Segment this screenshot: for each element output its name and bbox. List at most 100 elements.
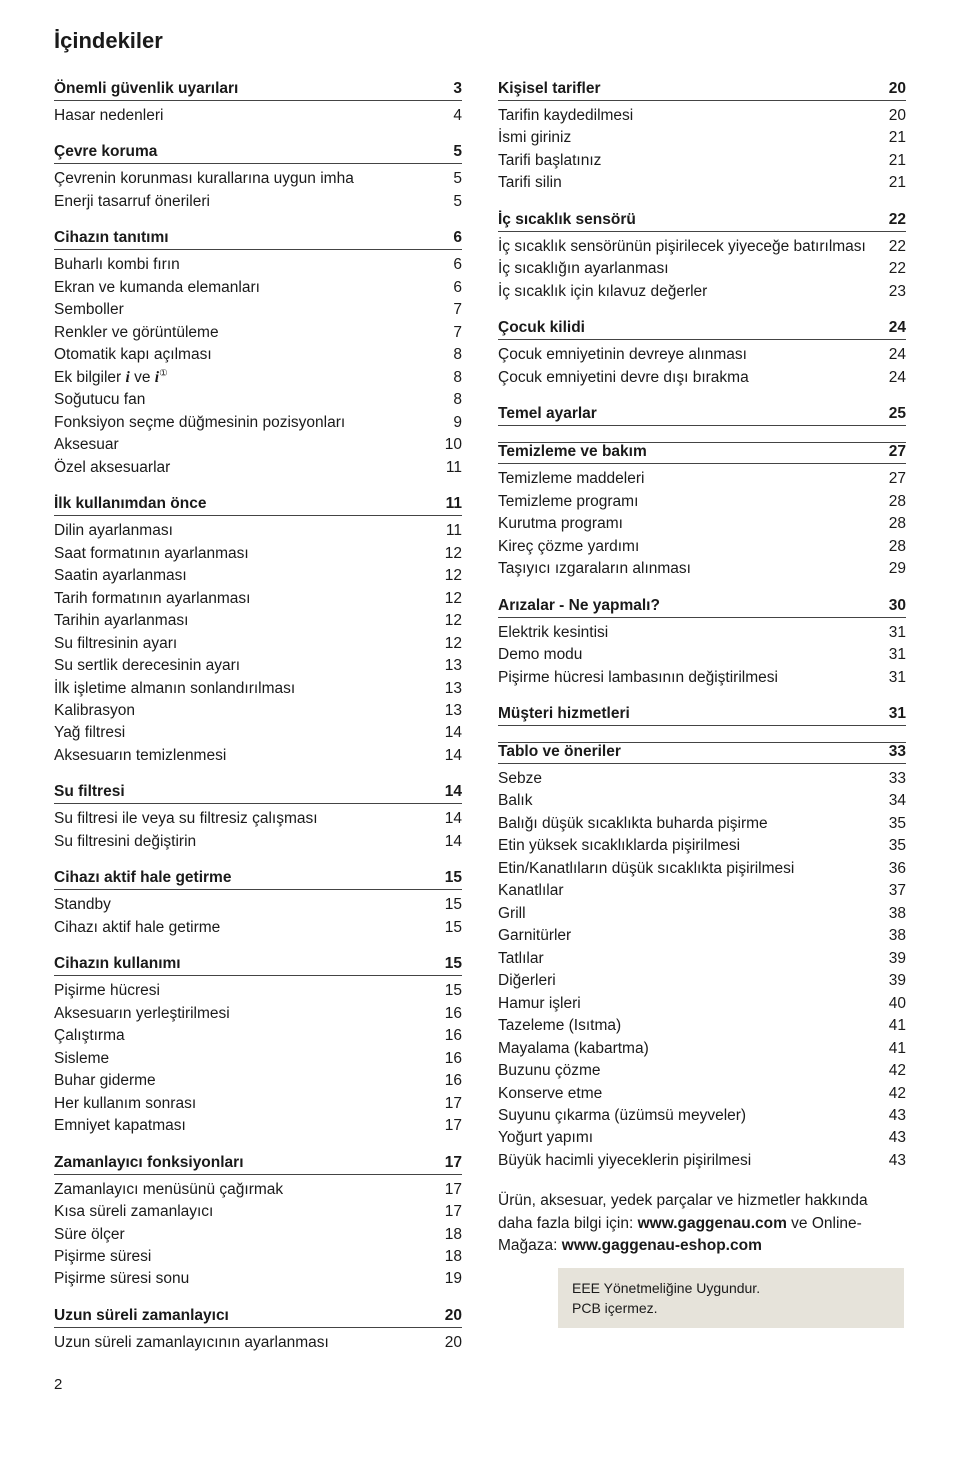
toc-row-page: 24 — [889, 344, 906, 366]
toc-row: Büyük hacimli yiyeceklerin pişirilmesi43 — [498, 1150, 906, 1172]
toc-row-page: 12 — [445, 588, 462, 610]
toc-row: Tatlılar39 — [498, 948, 906, 970]
toc-row-label: Soğutucu fan — [54, 389, 453, 411]
toc-row-page: 17 — [445, 1201, 462, 1223]
toc-row-label: Su sertlik derecesinin ayarı — [54, 655, 445, 677]
toc-row-label: Aksesuar — [54, 434, 445, 456]
toc-row-page: 13 — [445, 678, 462, 700]
toc-row-label: Taşıyıcı ızgaraların alınması — [498, 558, 889, 580]
toc-row: Su filtresinin ayarı12 — [54, 633, 462, 655]
toc-row: Konserve etme42 — [498, 1083, 906, 1105]
toc-row-label: Enerji tasarruf önerileri — [54, 191, 453, 213]
toc-row: Fonksiyon seçme düğmesinin pozisyonları9 — [54, 412, 462, 434]
toc-row-label: Cihazı aktif hale getirme — [54, 917, 445, 939]
toc-heading: İç sıcaklık sensörü22 — [498, 211, 906, 232]
toc-row-label: Aksesuarın yerleştirilmesi — [54, 1003, 445, 1025]
toc-row-page: 14 — [445, 745, 462, 767]
toc-heading-page: 14 — [445, 783, 462, 801]
toc-heading-page: 33 — [889, 743, 906, 761]
toc-heading-page: 3 — [453, 80, 462, 98]
toc-row: Tarih formatının ayarlanması12 — [54, 588, 462, 610]
toc-row-label: Tarifi başlatınız — [498, 150, 889, 172]
toc-row-label: Pişirme süresi sonu — [54, 1268, 445, 1290]
eee-line1: EEE Yönetmeliğine Uygundur. — [572, 1278, 890, 1298]
toc-columns: Önemli güvenlik uyarıları3Hasar nedenler… — [54, 80, 906, 1354]
toc-row-label: Ekran ve kumanda elemanları — [54, 277, 453, 299]
toc-row: Buzunu çözme42 — [498, 1060, 906, 1082]
toc-heading-label: Temel ayarlar — [498, 405, 889, 423]
toc-row: Balığı düşük sıcaklıkta buharda pişirme3… — [498, 813, 906, 835]
toc-row: Mayalama (kabartma)41 — [498, 1038, 906, 1060]
toc-row: Kireç çözme yardımı28 — [498, 536, 906, 558]
toc-row: Etin yüksek sıcaklıklarda pişirilmesi35 — [498, 835, 906, 857]
toc-row-label: Pişirme hücresi lambasının değiştirilmes… — [498, 667, 889, 689]
toc-row-page: 14 — [445, 722, 462, 744]
toc-row: Çocuk emniyetini devre dışı bırakma24 — [498, 367, 906, 389]
toc-row: Semboller7 — [54, 299, 462, 321]
toc-row-page: 6 — [453, 277, 462, 299]
toc-row: Hasar nedenleri4 — [54, 105, 462, 127]
toc-row: Su filtresi ile veya su filtresiz çalışm… — [54, 808, 462, 830]
toc-row-label: Demo modu — [498, 644, 889, 666]
toc-row: Tarifi başlatınız21 — [498, 150, 906, 172]
toc-row: Tazeleme (Isıtma)41 — [498, 1015, 906, 1037]
toc-row: Çevrenin korunması kurallarına uygun imh… — [54, 168, 462, 190]
toc-row-label: İç sıcaklık için kılavuz değerler — [498, 281, 889, 303]
toc-row: Soğutucu fan8 — [54, 389, 462, 411]
toc-row-page: 43 — [889, 1150, 906, 1172]
eee-line2: PCB içermez. — [572, 1298, 890, 1318]
eee-compliance-box: EEE Yönetmeliğine Uygundur.PCB içermez. — [558, 1268, 904, 1329]
toc-row-page: 10 — [445, 434, 462, 456]
toc-row-label: Temizleme programı — [498, 491, 889, 513]
toc-row-label: Saat formatının ayarlanması — [54, 543, 445, 565]
toc-row-page: 18 — [445, 1224, 462, 1246]
toc-heading-label: Müşteri hizmetleri — [498, 705, 889, 723]
toc-row-page: 8 — [453, 389, 462, 411]
toc-row-page: 24 — [889, 367, 906, 389]
toc-row-label: Pişirme hücresi — [54, 980, 445, 1002]
toc-row-page: 11 — [446, 520, 462, 542]
toc-row-label: Elektrik kesintisi — [498, 622, 889, 644]
toc-row-label: Su filtresini değiştirin — [54, 831, 445, 853]
toc-heading: Zamanlayıcı fonksiyonları17 — [54, 1154, 462, 1175]
toc-heading: Cihazın kullanımı15 — [54, 955, 462, 976]
toc-row-label: Sebze — [498, 768, 889, 790]
toc-row-page: 22 — [889, 236, 906, 258]
toc-row-page: 12 — [445, 633, 462, 655]
toc-row-label: Sisleme — [54, 1048, 445, 1070]
toc-row-page: 31 — [889, 644, 906, 666]
toc-row-page: 22 — [889, 258, 906, 280]
toc-row-label: Balığı düşük sıcaklıkta buharda pişirme — [498, 813, 889, 835]
toc-row-page: 16 — [445, 1048, 462, 1070]
toc-row: Cihazı aktif hale getirme15 — [54, 917, 462, 939]
toc-heading-page: 30 — [889, 597, 906, 615]
toc-row-page: 15 — [445, 917, 462, 939]
toc-row-label: Hasar nedenleri — [54, 105, 453, 127]
toc-row-page: 34 — [889, 790, 906, 812]
toc-row: Balık34 — [498, 790, 906, 812]
toc-row-label: Büyük hacimli yiyeceklerin pişirilmesi — [498, 1150, 889, 1172]
toc-heading-label: Kişisel tarifler — [498, 80, 889, 98]
toc-row-page: 13 — [445, 655, 462, 677]
toc-row: Saatin ayarlanması12 — [54, 565, 462, 587]
toc-row-page: 37 — [889, 880, 906, 902]
footer-note: Ürün, aksesuar, yedek parçalar ve hizmet… — [498, 1190, 906, 1257]
toc-row-page: 38 — [889, 903, 906, 925]
toc-row-label: Kanatlılar — [498, 880, 889, 902]
toc-row: Renkler ve görüntüleme7 — [54, 322, 462, 344]
toc-row-label: Grill — [498, 903, 889, 925]
toc-row: Pişirme süresi18 — [54, 1246, 462, 1268]
toc-row-page: 23 — [889, 281, 906, 303]
toc-row-page: 13 — [445, 700, 462, 722]
toc-row-label: Buharlı kombi fırın — [54, 254, 453, 276]
toc-row-label: Suyunu çıkarma (üzümsü meyveler) — [498, 1105, 889, 1127]
toc-row-label: Standby — [54, 894, 445, 916]
toc-row-label: Konserve etme — [498, 1083, 889, 1105]
toc-heading-label: Temizleme ve bakım — [498, 443, 889, 461]
toc-row-label: Su filtresinin ayarı — [54, 633, 445, 655]
toc-heading-label: İç sıcaklık sensörü — [498, 211, 889, 229]
toc-row-page: 43 — [889, 1105, 906, 1127]
toc-row-page: 28 — [889, 536, 906, 558]
toc-row-label: Saatin ayarlanması — [54, 565, 445, 587]
toc-heading-page: 15 — [445, 955, 462, 973]
